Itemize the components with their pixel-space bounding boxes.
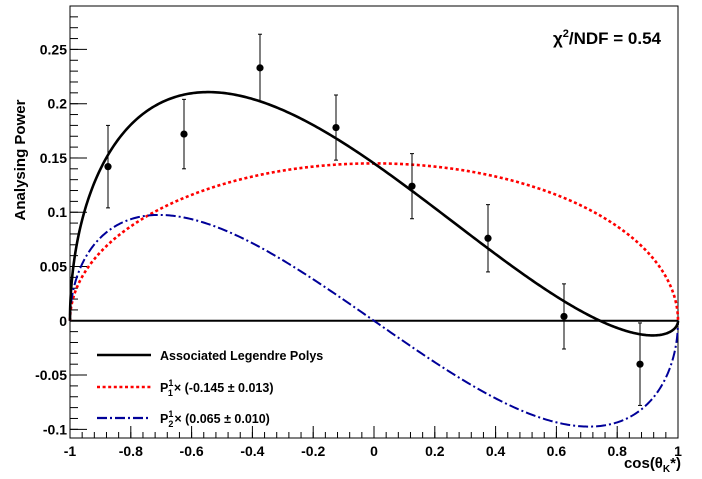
y-tick-labels: -0.1 -0.05 0 0.05 0.1 0.15 0.2 0.25: [35, 41, 67, 437]
legend-label-p12: P1 2× (0.065 ± 0.010): [160, 409, 270, 429]
x-tick-label: 0.4: [486, 443, 506, 459]
y-tick-label: 0.2: [48, 96, 68, 112]
series-p12-curve: [69, 213, 679, 428]
y-tick-label: 0: [59, 313, 67, 329]
data-points: [104, 33, 644, 406]
data-point: [560, 312, 568, 321]
y-tick-label: -0.1: [43, 421, 67, 437]
x-tick-label: 0.8: [607, 443, 627, 459]
series-legendre-curve: [68, 90, 680, 337]
data-point: [256, 64, 264, 72]
legend-label-legendre: Associated Legendre Polys: [160, 349, 323, 363]
data-point: [332, 123, 340, 132]
y-axis-title: Analysing Power: [12, 99, 29, 220]
data-point: [408, 182, 416, 190]
series-p11-curve: [68, 162, 680, 321]
data-point: [484, 234, 492, 242]
x-tick-label: 0.6: [547, 443, 567, 459]
x-tick-label: -0.4: [240, 443, 264, 459]
data-point: [104, 163, 112, 171]
x-tick-label: 0.2: [425, 443, 445, 459]
x-tick-label: -0.6: [180, 443, 204, 459]
chi2-annotation: χ2/NDF = 0.54: [553, 28, 662, 48]
y-tick-label: 0.1: [48, 204, 68, 220]
axis-ticks: [69, 16, 679, 438]
curves: [68, 90, 680, 428]
x-tick-label: -1: [64, 443, 77, 459]
y-tick-label: 0.25: [40, 41, 67, 57]
x-tick-label: -0.8: [119, 443, 143, 459]
legend-label-p11: P1 1× (-0.145 ± 0.013): [160, 378, 274, 398]
y-tick-label: -0.05: [35, 367, 67, 383]
x-tick-label: 1: [674, 443, 682, 459]
legend: Associated Legendre Polys P1 1× (-0.145 ±…: [97, 349, 323, 429]
plot-frame: [69, 5, 679, 439]
x-axis-title: cos(θK*): [624, 455, 681, 475]
data-point: [636, 360, 644, 368]
y-tick-label: 0.15: [40, 150, 67, 166]
y-tick-label: 0.05: [40, 259, 67, 275]
data-point: [180, 130, 188, 138]
x-tick-labels: -1 -0.8 -0.6 -0.4 -0.2 0 0.2 0.4 0.6 0.8 1: [64, 443, 682, 459]
x-tick-label: 0: [370, 443, 378, 459]
x-tick-label: -0.2: [301, 443, 325, 459]
